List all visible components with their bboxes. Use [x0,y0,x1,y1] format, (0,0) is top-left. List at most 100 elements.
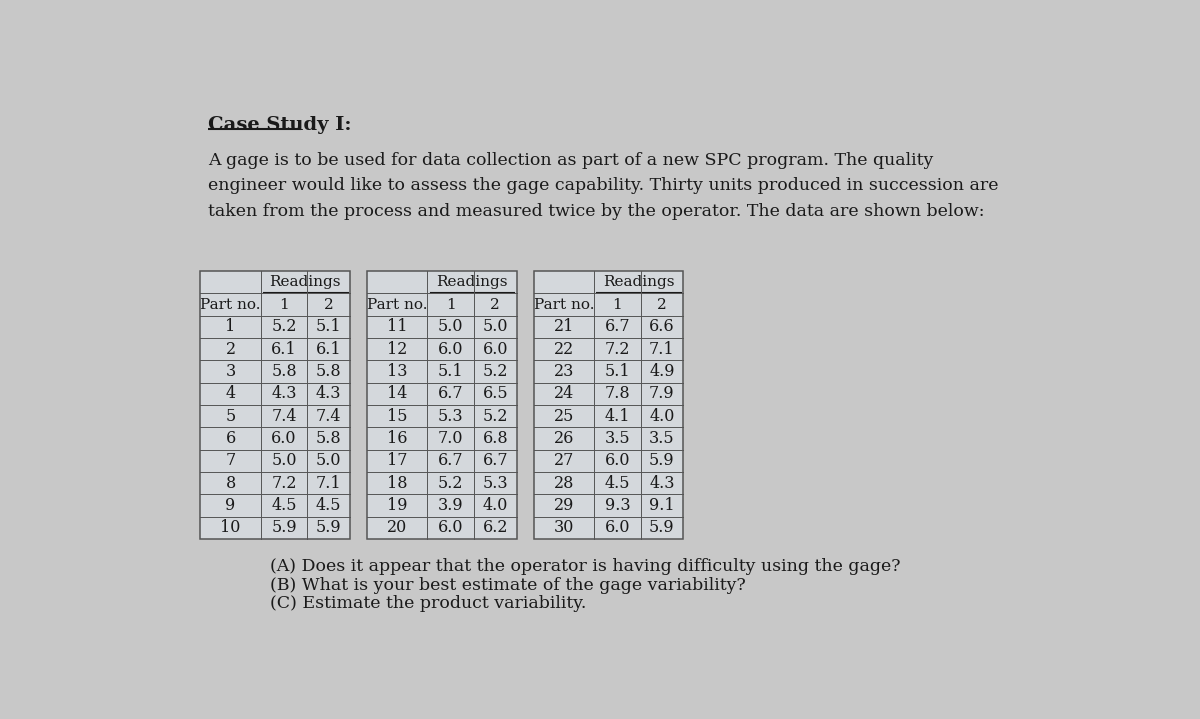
Text: 21: 21 [553,319,574,335]
Text: 5.9: 5.9 [271,519,296,536]
Bar [534,271,683,539]
Text: 1: 1 [446,298,456,311]
Text: 5.1: 5.1 [316,319,342,335]
Text: 3: 3 [226,363,235,380]
Text: 7.4: 7.4 [316,408,341,425]
Text: 12: 12 [388,341,408,358]
Bar [200,271,350,539]
Text: 6.0: 6.0 [605,519,630,536]
Text: 4.5: 4.5 [605,475,630,492]
Text: 9: 9 [226,497,235,514]
Text: 3.5: 3.5 [605,430,630,447]
Text: (C) Estimate the product variability.: (C) Estimate the product variability. [270,595,587,613]
Text: 5.2: 5.2 [271,319,296,335]
Bar [200,271,350,539]
Text: 4.3: 4.3 [271,385,296,403]
Text: 1: 1 [226,319,235,335]
Text: 2: 2 [226,341,235,358]
Text: 6.0: 6.0 [482,341,508,358]
Text: 7.4: 7.4 [271,408,296,425]
Text: 5.8: 5.8 [316,363,342,380]
Text: 5.9: 5.9 [316,519,342,536]
Text: 10: 10 [221,519,241,536]
Text: 6.6: 6.6 [649,319,674,335]
Text: 5.9: 5.9 [649,519,674,536]
Text: 7.1: 7.1 [649,341,674,358]
Text: 5.0: 5.0 [316,452,341,470]
Text: 11: 11 [386,319,408,335]
Text: 4.9: 4.9 [649,363,674,380]
Text: 6.8: 6.8 [482,430,508,447]
Text: 3.5: 3.5 [649,430,674,447]
Text: 1: 1 [280,298,289,311]
Text: 28: 28 [553,475,574,492]
Text: 19: 19 [386,497,408,514]
Text: 5.0: 5.0 [482,319,508,335]
Text: A gage is to be used for data collection as part of a new SPC program. The quali: A gage is to be used for data collection… [208,152,998,219]
Text: 14: 14 [388,385,408,403]
Text: 26: 26 [553,430,574,447]
Text: 6.1: 6.1 [316,341,342,358]
Text: 5.1: 5.1 [438,363,463,380]
Text: 7.1: 7.1 [316,475,342,492]
Text: 2: 2 [491,298,500,311]
Text: 6.0: 6.0 [438,341,463,358]
Text: 4.5: 4.5 [316,497,341,514]
Text: 5.9: 5.9 [649,452,674,470]
Text: 7: 7 [226,452,235,470]
Text: 6.0: 6.0 [271,430,296,447]
Text: (A) Does it appear that the operator is having difficulty using the gage?: (A) Does it appear that the operator is … [270,558,901,575]
Text: 15: 15 [386,408,408,425]
Text: 3.9: 3.9 [438,497,463,514]
Text: 6.0: 6.0 [438,519,463,536]
Text: 25: 25 [553,408,574,425]
Text: 23: 23 [553,363,574,380]
Text: 6.7: 6.7 [605,319,630,335]
Text: 6.2: 6.2 [482,519,508,536]
Bar [367,271,516,539]
Text: 6.5: 6.5 [482,385,508,403]
Text: 6: 6 [226,430,235,447]
Text: 6.1: 6.1 [271,341,296,358]
Text: 9.1: 9.1 [649,497,674,514]
Text: 2: 2 [324,298,334,311]
Text: Readings: Readings [437,275,508,289]
Text: 7.9: 7.9 [649,385,674,403]
Text: Part no.: Part no. [367,298,427,311]
Text: 5.2: 5.2 [438,475,463,492]
Text: 18: 18 [386,475,408,492]
Text: 5.1: 5.1 [605,363,630,380]
Text: Readings: Readings [602,275,674,289]
Text: Part no.: Part no. [200,298,260,311]
Text: 6.0: 6.0 [605,452,630,470]
Text: 4.3: 4.3 [316,385,341,403]
Text: (B) What is your best estimate of the gage variability?: (B) What is your best estimate of the ga… [270,577,746,594]
Text: 17: 17 [386,452,408,470]
Text: Part no.: Part no. [534,298,594,311]
Text: 5.3: 5.3 [482,475,508,492]
Text: 13: 13 [386,363,408,380]
Text: 4: 4 [226,385,235,403]
Text: 1: 1 [612,298,623,311]
Text: 20: 20 [388,519,407,536]
Text: Case Study I:: Case Study I: [208,116,352,134]
Text: 6.7: 6.7 [482,452,508,470]
Text: 5.8: 5.8 [316,430,342,447]
Text: 9.3: 9.3 [605,497,630,514]
Text: 5.8: 5.8 [271,363,296,380]
Text: Readings: Readings [270,275,341,289]
Text: 24: 24 [553,385,574,403]
Text: 22: 22 [553,341,574,358]
Text: 4.5: 4.5 [271,497,296,514]
Text: 4.0: 4.0 [649,408,674,425]
Text: 7.2: 7.2 [605,341,630,358]
Text: 2: 2 [658,298,667,311]
Text: 30: 30 [553,519,574,536]
Text: 5.3: 5.3 [438,408,463,425]
Text: 8: 8 [226,475,235,492]
Text: 7.8: 7.8 [605,385,630,403]
Text: 6.7: 6.7 [438,385,463,403]
Bar [367,271,516,539]
Text: 4.1: 4.1 [605,408,630,425]
Text: 29: 29 [553,497,574,514]
